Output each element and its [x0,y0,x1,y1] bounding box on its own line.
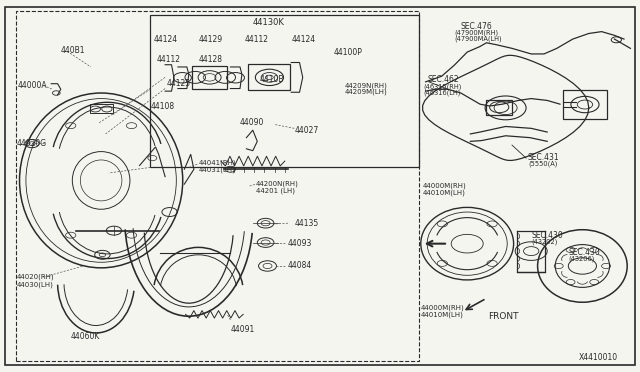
Text: 44112: 44112 [157,55,181,64]
Text: 44201 (LH): 44201 (LH) [256,187,295,194]
Text: 44091: 44091 [230,325,255,334]
Text: 44027: 44027 [294,126,319,135]
Text: 44124: 44124 [291,35,316,44]
Text: 44020G: 44020G [17,139,47,148]
Text: (46315(RH): (46315(RH) [424,83,462,90]
Text: (47900MA(LH): (47900MA(LH) [454,35,502,42]
Text: 44000M(RH): 44000M(RH) [422,183,466,189]
Text: (43206): (43206) [568,255,595,262]
Text: 44129: 44129 [198,35,223,44]
Text: 44130K: 44130K [253,18,285,27]
Text: (46316(LH): (46316(LH) [424,89,461,96]
Text: 44100P: 44100P [334,48,363,57]
Text: 44020(RH): 44020(RH) [17,274,54,280]
Text: 4410B: 4410B [259,76,284,84]
Text: SEC.476: SEC.476 [461,22,493,31]
Text: 44031(LH): 44031(LH) [198,166,236,173]
Bar [192,66,227,89]
Text: 44010M(LH): 44010M(LH) [420,311,463,318]
Text: SEC.462: SEC.462 [428,76,459,84]
Text: SEC.431: SEC.431 [528,153,559,162]
Bar [150,15,419,167]
Bar [486,100,512,115]
Bar [563,90,607,119]
Text: 44209N(RH): 44209N(RH) [344,82,387,89]
Text: 44125: 44125 [166,79,191,88]
Text: 44128: 44128 [198,55,223,64]
Text: 44209M(LH): 44209M(LH) [344,89,387,95]
Text: FRONT: FRONT [488,312,518,321]
Text: 44041(RH): 44041(RH) [198,160,236,166]
Text: SEC.430: SEC.430 [568,248,600,257]
Text: SEC.430: SEC.430 [531,231,563,240]
Text: 44010M(LH): 44010M(LH) [422,189,465,196]
Text: 44200N(RH): 44200N(RH) [256,181,299,187]
Text: (5550(A): (5550(A) [528,160,557,167]
Text: 44108: 44108 [150,102,175,110]
Text: 44060K: 44060K [70,332,100,341]
Text: 44112: 44112 [245,35,269,44]
Text: X4410010: X4410010 [579,353,618,362]
Bar [248,64,290,90]
Bar [16,11,419,361]
Text: 44090: 44090 [240,118,264,126]
Text: 44124: 44124 [154,35,178,44]
Text: 44135: 44135 [294,219,319,228]
Text: 44000A: 44000A [18,81,47,90]
Text: 44084: 44084 [288,262,312,270]
Text: 44093: 44093 [288,239,312,248]
Text: (43202): (43202) [531,238,557,245]
Bar [90,104,113,113]
Text: 44000M(RH): 44000M(RH) [420,304,464,311]
Text: 44030(LH): 44030(LH) [17,281,54,288]
Text: (47900M(RH): (47900M(RH) [454,29,499,36]
Text: 440B1: 440B1 [61,46,85,55]
